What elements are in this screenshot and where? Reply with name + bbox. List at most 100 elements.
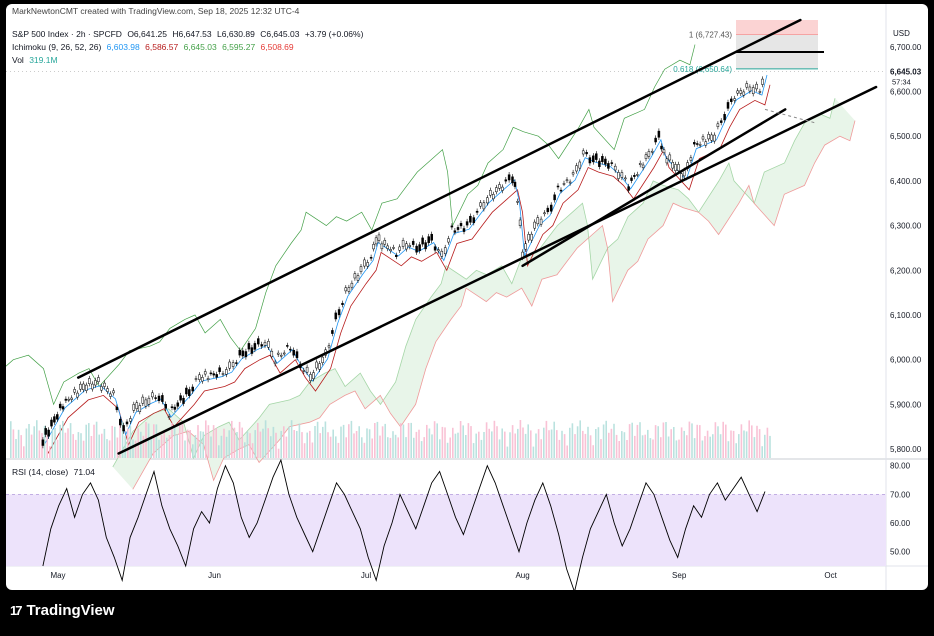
- volume-bar: [566, 445, 568, 458]
- volume-bar: [670, 429, 672, 458]
- volume-bar: [46, 434, 48, 458]
- volume-bar: [337, 442, 340, 458]
- volume-bar: [764, 434, 766, 458]
- volume-bar: [101, 433, 103, 458]
- volume-bar: [207, 425, 210, 458]
- volume-row[interactable]: Vol 319.1M: [12, 55, 61, 65]
- volume-bar: [748, 420, 750, 458]
- volume-bar: [441, 426, 444, 458]
- volume-bar: [392, 431, 394, 458]
- volume-bar: [751, 425, 753, 458]
- volume-bar: [168, 435, 171, 458]
- candle-body: [270, 350, 274, 357]
- candle-body: [433, 246, 437, 251]
- volume-bar: [506, 446, 509, 458]
- volume-bar: [727, 441, 730, 458]
- volume-bar: [634, 435, 636, 458]
- tradingview-logo[interactable]: 17 TradingView: [10, 602, 115, 619]
- volume-bar: [478, 431, 480, 458]
- volume-bar: [189, 430, 191, 458]
- volume-bar: [699, 425, 701, 458]
- volume-bar: [522, 427, 524, 458]
- volume-bar: [140, 431, 142, 458]
- volume-bar: [504, 431, 506, 458]
- volume-bar: [745, 431, 748, 458]
- candle-body: [730, 98, 733, 102]
- volume-bar: [436, 423, 438, 458]
- volume-bar: [561, 430, 563, 458]
- candle-body: [138, 405, 142, 412]
- candle-body: [350, 282, 354, 288]
- fib-zone-top: [736, 20, 818, 37]
- volume-bar: [496, 426, 498, 458]
- price-tick-label: 6,300.00: [890, 222, 922, 231]
- candle-body: [302, 370, 306, 372]
- candle-body: [627, 186, 630, 191]
- candle-body: [575, 165, 578, 172]
- volume-bar: [374, 423, 376, 458]
- chart-area[interactable]: 5,800.00 5,900.00 6,000.00 6,100.00 6,200.00…: [6, 4, 928, 590]
- candle-body: [147, 397, 151, 405]
- candle-body: [212, 373, 216, 376]
- candle-body: [70, 397, 73, 400]
- volume-bar: [246, 431, 249, 458]
- candle-body: [698, 144, 702, 146]
- volume-bar: [176, 434, 178, 458]
- candle-body: [273, 361, 277, 365]
- volume-bar: [730, 430, 732, 458]
- candle-body: [719, 120, 723, 123]
- volume-bar: [652, 439, 654, 458]
- volume-bar: [194, 435, 197, 458]
- candle-body: [713, 134, 716, 142]
- volume-bar: [298, 423, 301, 458]
- volume-bar: [511, 425, 514, 458]
- time-tick-label: Sep: [672, 571, 687, 580]
- candle-body: [748, 86, 752, 92]
- candle-body: [389, 249, 392, 252]
- ichimoku-row[interactable]: Ichimoku (9, 26, 52, 26) 6,603.98 6,586.…: [12, 42, 297, 52]
- volume-bar: [605, 420, 607, 458]
- candle-body: [553, 194, 556, 201]
- volume-bar: [197, 425, 199, 458]
- candle-body: [201, 377, 204, 382]
- ichimoku-chikou-value: 6,645.03: [183, 42, 217, 52]
- volume-bar: [589, 435, 592, 458]
- volume-bar: [400, 423, 402, 458]
- volume-bar: [355, 431, 358, 458]
- volume-bar: [15, 439, 17, 458]
- candle-body: [395, 255, 398, 257]
- rsi-tick-label: 70.00: [890, 490, 911, 499]
- candle-body: [185, 387, 188, 395]
- candle-body: [161, 395, 164, 402]
- candle-body: [585, 152, 588, 155]
- rsi-background-band: [6, 494, 886, 566]
- candle-body: [309, 374, 312, 381]
- volume-bar: [600, 439, 602, 458]
- volume-bar: [644, 434, 646, 458]
- volume-bar: [519, 420, 522, 458]
- volume-bar: [192, 444, 194, 458]
- candle-body: [742, 91, 746, 96]
- volume-bar: [545, 420, 548, 458]
- candle-body: [513, 181, 517, 187]
- candle-body: [383, 240, 387, 245]
- candle-body: [176, 402, 180, 407]
- candle-body: [267, 341, 270, 348]
- candle-body: [194, 378, 198, 380]
- symbol-label[interactable]: S&P 500 Index · 2h · SPCFD: [12, 29, 122, 39]
- price-chart-svg[interactable]: 5,800.00 5,900.00 6,000.00 6,100.00 6,200.00…: [6, 4, 928, 590]
- rsi-header[interactable]: RSI (14, close) 71.04: [12, 467, 98, 477]
- volume-bar: [12, 429, 15, 458]
- candle-body: [716, 123, 720, 127]
- volume-bar: [418, 429, 420, 458]
- candle-body: [386, 245, 389, 249]
- volume-bar: [470, 426, 472, 458]
- volume-bar: [75, 439, 77, 458]
- volume-bar: [639, 422, 641, 458]
- volume-bar: [134, 440, 137, 458]
- volume-bar: [743, 430, 745, 458]
- volume-bar: [301, 432, 303, 458]
- volume-bar: [405, 437, 407, 458]
- volume-bar: [532, 446, 535, 458]
- volume-bar: [348, 424, 350, 458]
